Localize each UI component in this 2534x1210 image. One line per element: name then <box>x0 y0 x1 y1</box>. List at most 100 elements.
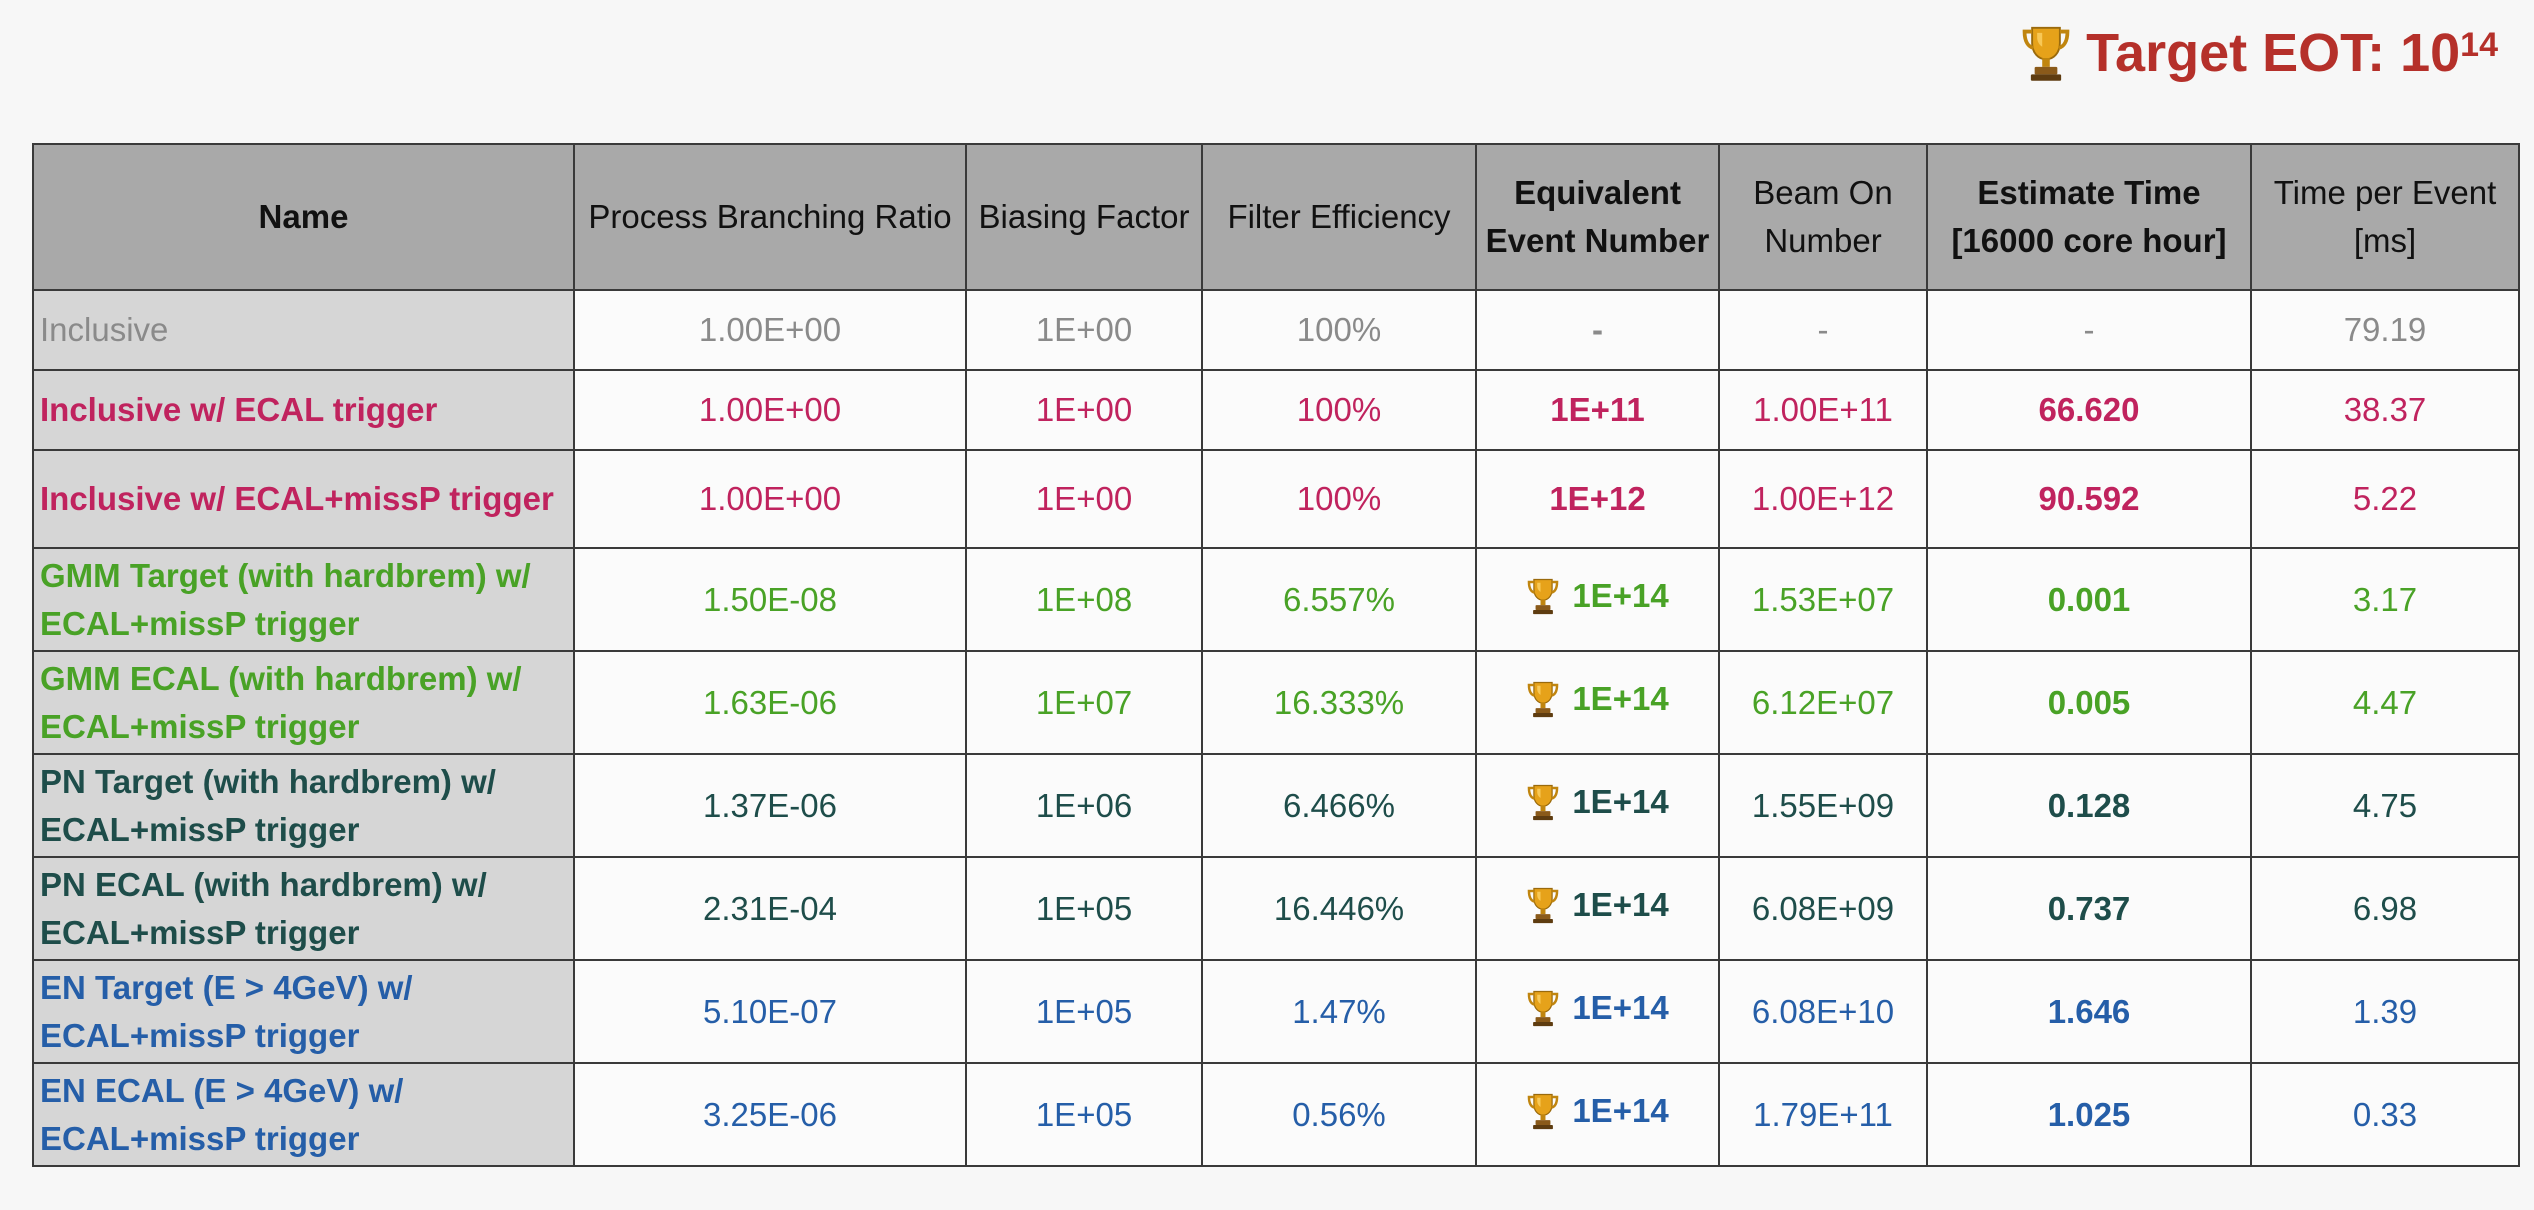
estimate-cell: 1.025 <box>1926 1062 2252 1167</box>
branching-cell: 1.00E+00 <box>573 449 967 549</box>
filter-cell: 16.446% <box>1201 856 1477 961</box>
biasing-cell: 1E+07 <box>965 650 1203 755</box>
row-name: GMM Target (with hardbrem) w/ECAL+missP … <box>32 547 575 652</box>
table-row: PN Target (with hardbrem) w/ECAL+missP t… <box>32 753 2520 858</box>
equiv-cell: 1E+14 <box>1475 959 1720 1064</box>
filter-cell: 100% <box>1201 369 1477 451</box>
time-cell: 4.47 <box>2250 650 2520 755</box>
branching-cell: 5.10E-07 <box>573 959 967 1064</box>
table-row: Inclusive w/ ECAL trigger 1.00E+00 1E+00… <box>32 369 2520 451</box>
time-cell: 5.22 <box>2250 449 2520 549</box>
filter-cell: 0.56% <box>1201 1062 1477 1167</box>
trophy-icon <box>1526 783 1560 821</box>
branching-cell: 2.31E-04 <box>573 856 967 961</box>
equiv-cell: 1E+14 <box>1475 1062 1720 1167</box>
header-time-per-event: Time per Event [ms] <box>2250 143 2520 291</box>
header-branching-ratio: Process Branching Ratio <box>573 143 967 291</box>
time-cell: 4.75 <box>2250 753 2520 858</box>
title-text: Target EOT: 10 <box>2086 23 2461 83</box>
trophy-icon <box>1526 680 1560 718</box>
table-row: Inclusive w/ ECAL+missP trigger 1.00E+00… <box>32 449 2520 549</box>
table-row: PN ECAL (with hardbrem) w/ECAL+missP tri… <box>32 856 2520 961</box>
title-exponent: 14 <box>2460 25 2498 64</box>
header-biasing-factor: Biasing Factor <box>965 143 1203 291</box>
beam-cell: 6.12E+07 <box>1718 650 1928 755</box>
filter-cell: 100% <box>1201 289 1477 371</box>
trophy-icon <box>1526 1092 1560 1130</box>
row-name: EN Target (E > 4GeV) w/ECAL+missP trigge… <box>32 959 575 1064</box>
time-cell: 79.19 <box>2250 289 2520 371</box>
time-cell: 3.17 <box>2250 547 2520 652</box>
beam-cell: 1.53E+07 <box>1718 547 1928 652</box>
header-equivalent-event-number: Equivalent Event Number <box>1475 143 1720 291</box>
row-name: PN Target (with hardbrem) w/ECAL+missP t… <box>32 753 575 858</box>
beam-cell: 1.79E+11 <box>1718 1062 1928 1167</box>
row-name: GMM ECAL (with hardbrem) w/ECAL+missP tr… <box>32 650 575 755</box>
row-name: PN ECAL (with hardbrem) w/ECAL+missP tri… <box>32 856 575 961</box>
equiv-cell: 1E+12 <box>1475 449 1720 549</box>
beam-cell: - <box>1718 289 1928 371</box>
table-row: GMM ECAL (with hardbrem) w/ECAL+missP tr… <box>32 650 2520 755</box>
biasing-cell: 1E+05 <box>965 1062 1203 1167</box>
header-row: Name Process Branching Ratio Biasing Fac… <box>32 143 2520 291</box>
table-row: Inclusive 1.00E+00 1E+00 100% - - - 79.1… <box>32 289 2520 371</box>
biasing-cell: 1E+08 <box>965 547 1203 652</box>
table-row: EN ECAL (E > 4GeV) w/ECAL+missP trigger … <box>32 1062 2520 1167</box>
equiv-cell: 1E+14 <box>1475 650 1720 755</box>
simulation-table: Name Process Branching Ratio Biasing Fac… <box>32 143 2520 1167</box>
trophy-icon <box>1526 886 1560 924</box>
branching-cell: 1.37E-06 <box>573 753 967 858</box>
estimate-cell: 1.646 <box>1926 959 2252 1064</box>
trophy-icon <box>1526 577 1560 615</box>
biasing-cell: 1E+00 <box>965 369 1203 451</box>
branching-cell: 1.50E-08 <box>573 547 967 652</box>
time-cell: 0.33 <box>2250 1062 2520 1167</box>
estimate-cell: - <box>1926 289 2252 371</box>
biasing-cell: 1E+05 <box>965 856 1203 961</box>
trophy-icon <box>2020 24 2072 82</box>
header-filter-efficiency: Filter Efficiency <box>1201 143 1477 291</box>
table-row: GMM Target (with hardbrem) w/ECAL+missP … <box>32 547 2520 652</box>
header-beam-on-number: Beam On Number <box>1718 143 1928 291</box>
beam-cell: 6.08E+09 <box>1718 856 1928 961</box>
branching-cell: 1.00E+00 <box>573 369 967 451</box>
biasing-cell: 1E+05 <box>965 959 1203 1064</box>
beam-cell: 1.55E+09 <box>1718 753 1928 858</box>
filter-cell: 6.557% <box>1201 547 1477 652</box>
biasing-cell: 1E+00 <box>965 289 1203 371</box>
equiv-cell: 1E+11 <box>1475 369 1720 451</box>
filter-cell: 100% <box>1201 449 1477 549</box>
time-cell: 38.37 <box>2250 369 2520 451</box>
filter-cell: 16.333% <box>1201 650 1477 755</box>
row-name: Inclusive w/ ECAL trigger <box>32 369 575 451</box>
time-cell: 1.39 <box>2250 959 2520 1064</box>
estimate-cell: 0.005 <box>1926 650 2252 755</box>
branching-cell: 3.25E-06 <box>573 1062 967 1167</box>
row-name: Inclusive w/ ECAL+missP trigger <box>32 449 575 549</box>
branching-cell: 1.00E+00 <box>573 289 967 371</box>
beam-cell: 1.00E+12 <box>1718 449 1928 549</box>
equiv-cell: 1E+14 <box>1475 856 1720 961</box>
beam-cell: 6.08E+10 <box>1718 959 1928 1064</box>
estimate-cell: 0.128 <box>1926 753 2252 858</box>
equiv-cell: 1E+14 <box>1475 547 1720 652</box>
header-estimate-time: Estimate Time [16000 core hour] <box>1926 143 2252 291</box>
row-name: Inclusive <box>32 289 575 371</box>
beam-cell: 1.00E+11 <box>1718 369 1928 451</box>
biasing-cell: 1E+06 <box>965 753 1203 858</box>
filter-cell: 6.466% <box>1201 753 1477 858</box>
time-cell: 6.98 <box>2250 856 2520 961</box>
estimate-cell: 0.001 <box>1926 547 2252 652</box>
trophy-icon <box>1526 989 1560 1027</box>
estimate-cell: 90.592 <box>1926 449 2252 549</box>
estimate-cell: 66.620 <box>1926 369 2252 451</box>
equiv-cell: - <box>1475 289 1720 371</box>
row-name: EN ECAL (E > 4GeV) w/ECAL+missP trigger <box>32 1062 575 1167</box>
filter-cell: 1.47% <box>1201 959 1477 1064</box>
page-title: Target EOT: 10 14 <box>2020 22 2498 84</box>
estimate-cell: 0.737 <box>1926 856 2252 961</box>
branching-cell: 1.63E-06 <box>573 650 967 755</box>
header-name: Name <box>32 143 575 291</box>
equiv-cell: 1E+14 <box>1475 753 1720 858</box>
biasing-cell: 1E+00 <box>965 449 1203 549</box>
